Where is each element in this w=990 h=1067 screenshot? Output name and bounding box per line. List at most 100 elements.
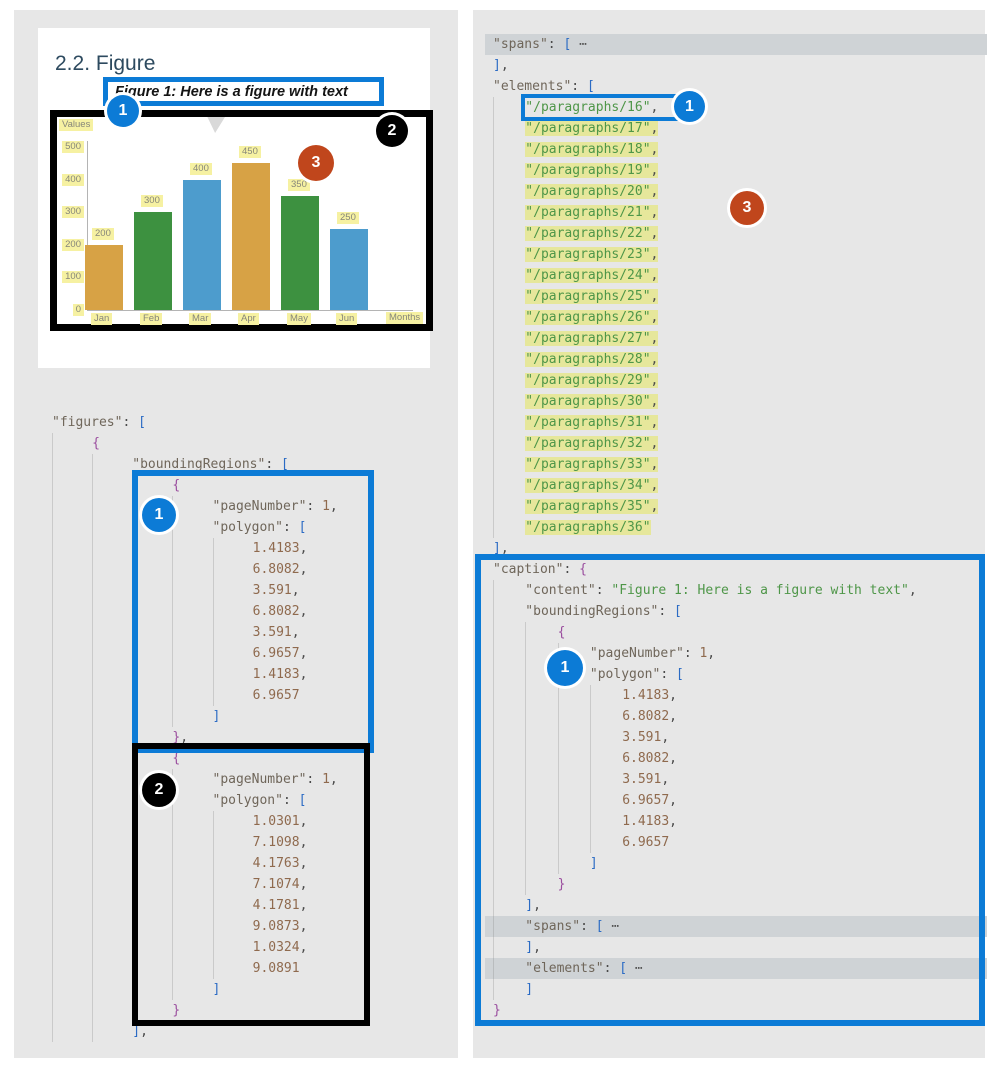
code-line: "/paragraphs/17",	[493, 118, 990, 139]
code-line: "/paragraphs/32",	[493, 433, 990, 454]
code-line: 7.1098,	[52, 832, 496, 853]
code-line: 6.8082,	[52, 601, 496, 622]
code-line: "/paragraphs/19",	[493, 160, 990, 181]
code-line: "spans": [ ⋯	[485, 916, 987, 937]
bar-jun	[330, 228, 368, 310]
figures-json-code: "figures": [{"boundingRegions": [{"pageN…	[14, 402, 496, 1042]
y-tick-label: 500	[62, 141, 84, 153]
section-heading: 2.2. Figure	[55, 52, 156, 75]
figure-bounding-box: Values Months 200 Jan 300 Feb 400 Mar 450 Apr 3 5…	[50, 110, 433, 331]
code-line: "/paragraphs/26",	[493, 307, 990, 328]
code-line: ],	[493, 937, 990, 958]
code-line: 9.0891	[52, 958, 496, 979]
code-line: "/paragraphs/25",	[493, 286, 990, 307]
code-line: 6.9657,	[52, 643, 496, 664]
code-line: 3.591,	[52, 580, 496, 601]
code-line: ],	[493, 58, 509, 73]
bar-value-label: 300	[141, 195, 163, 208]
code-line: ],	[52, 1021, 496, 1042]
x-axis-line	[87, 310, 413, 311]
y-tick-label: 300	[62, 206, 84, 219]
code-line: }	[493, 874, 990, 895]
y-axis-line	[87, 141, 88, 310]
code-line: 6.9657,	[493, 790, 990, 811]
code-line: 1.4183,	[493, 685, 990, 706]
code-line: ],	[493, 541, 509, 556]
code-line: "/paragraphs/18",	[493, 139, 990, 160]
code-line: "/paragraphs/20",	[493, 181, 990, 202]
code-line: "/paragraphs/29",	[493, 370, 990, 391]
code-line: ]	[493, 979, 990, 1000]
bar-apr	[232, 163, 270, 310]
x-tick-label: Feb	[140, 313, 163, 325]
code-line: 1.4183,	[52, 538, 496, 559]
caption-badge-1: 1	[107, 95, 139, 127]
bar-value-label: 250	[337, 211, 359, 224]
code-line: "content": "Figure 1: Here is a figure w…	[493, 580, 990, 601]
bar-value-label: 450	[239, 146, 261, 159]
code-line: "polygon": [	[52, 790, 496, 811]
code-line: "spans": [ ⋯	[485, 34, 987, 55]
x-tick-label: Jun	[336, 313, 358, 325]
watermark-wedge	[207, 117, 225, 133]
y-tick-label: 0	[72, 304, 84, 316]
bar-may	[281, 195, 319, 310]
code-line: 1.4183,	[52, 664, 496, 685]
code-line: 6.8082,	[52, 559, 496, 580]
code-line: {	[52, 433, 496, 454]
code-line: ]	[52, 979, 496, 1000]
bar-jan	[85, 244, 123, 310]
code-line: 6.8082,	[493, 748, 990, 769]
code-line: "figures": [	[52, 415, 146, 430]
code-line: 3.591,	[52, 622, 496, 643]
badge-1-elements: 1	[674, 91, 705, 122]
code-line: "pageNumber": 1,	[52, 769, 496, 790]
y-axis-title: Values	[59, 119, 94, 131]
bar-chart: Values Months 200 Jan 300 Feb 400 Mar 450 Apr 3 5…	[57, 117, 426, 325]
code-line: 1.0301,	[52, 811, 496, 832]
y-tick-label: 400	[62, 173, 84, 186]
figure-caption-highlight-box: Figure 1: Here is a figure with text	[103, 77, 384, 106]
code-line: 3.591,	[493, 727, 990, 748]
code-line: 4.1763,	[52, 853, 496, 874]
code-line: "/paragraphs/16",	[493, 97, 990, 118]
code-line: "/paragraphs/27",	[493, 328, 990, 349]
code-line: 9.0873,	[52, 916, 496, 937]
document-page-preview: 2.2. Figure 1 Figure 1: Here is a figure…	[38, 28, 433, 368]
badge-2: 2	[142, 773, 176, 807]
x-tick-label: Mar	[189, 313, 212, 325]
x-tick-label: May	[287, 313, 311, 325]
figure-badge-2: 2	[376, 115, 408, 147]
code-line: "/paragraphs/33",	[493, 454, 990, 475]
code-line: 7.1074,	[52, 874, 496, 895]
code-line: "/paragraphs/24",	[493, 265, 990, 286]
x-tick-label: Apr	[238, 313, 259, 325]
code-line: 4.1781,	[52, 895, 496, 916]
code-line: "caption": {	[493, 562, 587, 577]
bar-feb	[134, 212, 172, 310]
figure-caption-text: Figure 1: Here is a figure with text	[115, 83, 348, 100]
code-line: "/paragraphs/21",	[493, 202, 990, 223]
code-line: "pageNumber": 1,	[52, 496, 496, 517]
x-axis-title: Months	[386, 312, 424, 324]
bar-value-label: 200	[92, 227, 114, 240]
code-line: {	[52, 748, 496, 769]
code-line: 3.591,	[493, 769, 990, 790]
code-line: "/paragraphs/30",	[493, 391, 990, 412]
chart-badge-3: 3	[298, 145, 334, 181]
code-line: "elements": [	[493, 79, 595, 94]
code-line: {	[52, 475, 496, 496]
code-line: }	[52, 1000, 496, 1021]
code-line: 1.0324,	[52, 937, 496, 958]
badge-1: 1	[142, 498, 176, 532]
y-tick-label: 100	[62, 271, 84, 284]
code-line: ]	[493, 853, 990, 874]
left-panel: 2.2. Figure 1 Figure 1: Here is a figure…	[14, 10, 458, 1058]
x-tick-label: Jan	[91, 313, 113, 325]
code-line: "polygon": [	[52, 517, 496, 538]
code-line: "boundingRegions": [	[52, 454, 496, 475]
right-panel: "spans": [ ⋯], "elements": [ "/paragraphs/…	[473, 10, 987, 1058]
badge-3-paragraphs: 3	[730, 191, 764, 225]
code-line: "/paragraphs/28",	[493, 349, 990, 370]
code-line: 6.9657	[493, 832, 990, 853]
